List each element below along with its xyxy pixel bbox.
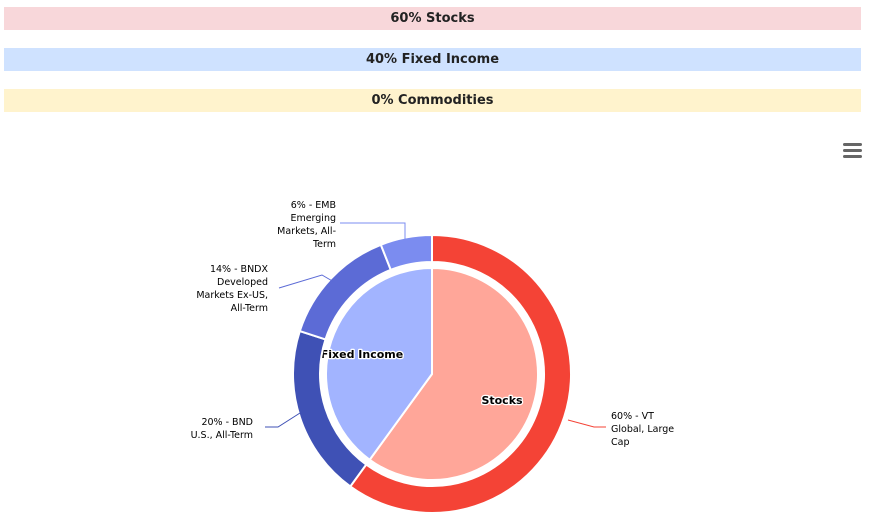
outer-label-6-emb: 6% - EMB Emerging Markets, All-Term <box>277 200 336 250</box>
outer-label-20-bnd: 20% - BND U.S., All-Term <box>191 417 253 441</box>
commodities-allocation-banner: 0% Commodities <box>4 89 861 112</box>
connector-20-bnd <box>265 412 301 428</box>
menu-line <box>843 143 862 146</box>
inner-slice-fixed-income <box>325 266 433 462</box>
menu-line <box>843 149 862 152</box>
menu-line <box>843 155 862 158</box>
outer-slice-60-vt <box>348 233 572 514</box>
outer-slice-6-emb <box>379 233 433 272</box>
connector-6-emb <box>340 222 406 242</box>
inner-slice-stocks <box>368 266 539 481</box>
hamburger-menu-icon[interactable] <box>843 143 862 159</box>
fixed-income-allocation-banner: 40% Fixed Income <box>4 48 861 71</box>
connector-60-vt <box>567 419 606 428</box>
outer-label-60-vt: 60% - VT Global, Large Cap <box>611 411 674 448</box>
inner-label-fixed-income: Fixed Income <box>321 348 403 361</box>
connector-14-bndx <box>278 274 335 289</box>
stocks-allocation-banner: 60% Stocks <box>4 7 861 30</box>
inner-label-stocks: Stocks <box>481 394 523 407</box>
outer-label-14-bndx: 14% - BNDX Developed Markets Ex-US, All-Ter… <box>196 264 268 314</box>
